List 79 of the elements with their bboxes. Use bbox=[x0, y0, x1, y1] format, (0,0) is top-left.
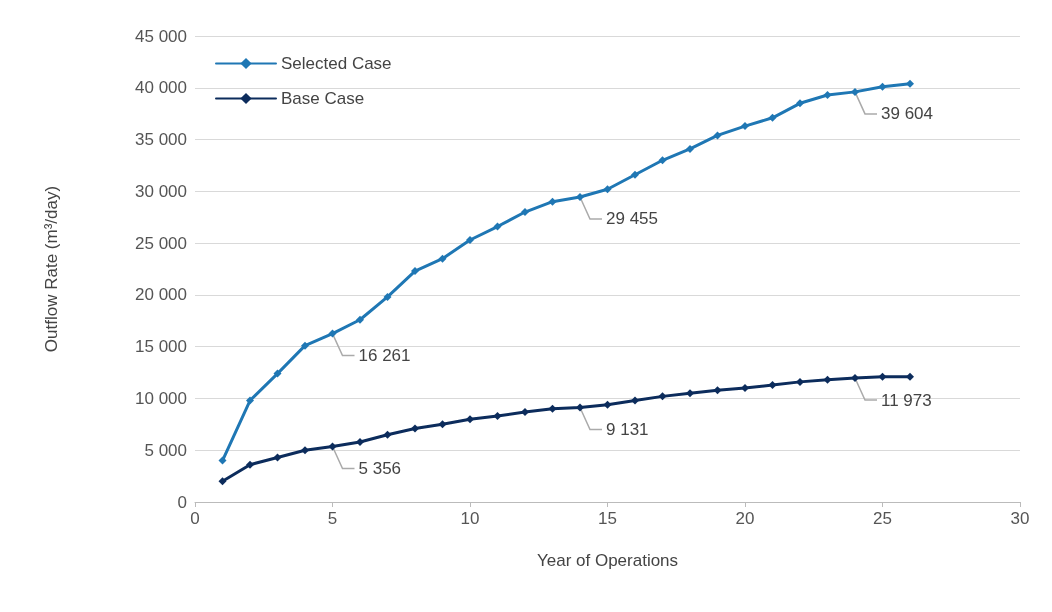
y-tick-label: 0 bbox=[177, 492, 187, 512]
point bbox=[383, 292, 392, 301]
point bbox=[521, 407, 529, 416]
point bbox=[576, 192, 584, 201]
point bbox=[411, 424, 419, 433]
point bbox=[603, 185, 612, 194]
point bbox=[356, 437, 364, 446]
point bbox=[548, 404, 557, 413]
point bbox=[906, 79, 914, 88]
y-tick-label: 20 000 bbox=[135, 285, 187, 305]
annotation: 9 131 bbox=[606, 419, 649, 439]
point bbox=[713, 131, 722, 140]
point bbox=[438, 420, 447, 429]
annotation: 5 356 bbox=[358, 459, 402, 479]
y-tick-label: 10 000 bbox=[135, 388, 187, 408]
point bbox=[246, 460, 254, 469]
point bbox=[273, 453, 282, 462]
y-tick-label: 15 000 bbox=[135, 337, 187, 357]
point bbox=[493, 412, 502, 421]
x-tick-label: 25 bbox=[873, 509, 892, 528]
x-tick-label: 20 bbox=[735, 509, 755, 528]
point bbox=[301, 341, 309, 350]
x-tick-label: 0 bbox=[190, 509, 200, 528]
x-tick-label: 30 bbox=[1010, 509, 1030, 528]
point bbox=[273, 369, 282, 378]
x-tick-label: 10 bbox=[460, 509, 480, 528]
y-tick-label: 5 000 bbox=[144, 440, 187, 460]
point bbox=[383, 430, 392, 439]
y-tick-label: 45 000 bbox=[135, 26, 187, 46]
annotation: 11 973 bbox=[881, 390, 932, 410]
annotation: 16 261 bbox=[358, 346, 411, 366]
point bbox=[631, 396, 639, 405]
point bbox=[218, 477, 227, 486]
point bbox=[878, 82, 887, 91]
point bbox=[658, 156, 667, 165]
point bbox=[576, 403, 584, 412]
legend-label: Selected Case bbox=[281, 54, 392, 73]
point bbox=[218, 456, 227, 465]
point bbox=[796, 377, 804, 386]
point bbox=[906, 372, 914, 381]
point bbox=[328, 442, 337, 451]
y-tick-label: 40 000 bbox=[135, 78, 187, 98]
point bbox=[823, 375, 832, 384]
point bbox=[796, 99, 804, 108]
point bbox=[741, 122, 749, 131]
point bbox=[713, 386, 722, 395]
annotation: 29 455 bbox=[606, 209, 658, 229]
y-tick-label: 30 000 bbox=[135, 181, 187, 201]
legend-label: Base Case bbox=[281, 89, 365, 108]
point bbox=[328, 329, 337, 338]
y-tick-label: 35 000 bbox=[135, 130, 187, 150]
point bbox=[631, 170, 639, 179]
point bbox=[851, 374, 859, 383]
point bbox=[411, 267, 419, 276]
x-axis-title: Year of Operations bbox=[536, 551, 679, 570]
point bbox=[466, 415, 474, 424]
point bbox=[521, 208, 529, 217]
point bbox=[493, 222, 502, 231]
point bbox=[548, 197, 557, 206]
x-tick-label: 15 bbox=[598, 509, 617, 528]
x-tick-label: 5 bbox=[327, 509, 338, 528]
point bbox=[438, 254, 447, 263]
point bbox=[356, 315, 364, 324]
point bbox=[823, 91, 832, 100]
point bbox=[851, 87, 859, 96]
point bbox=[686, 144, 694, 153]
point bbox=[768, 380, 777, 389]
point bbox=[741, 384, 749, 393]
point bbox=[768, 113, 777, 122]
point bbox=[686, 389, 694, 398]
y-tick-label: 25 000 bbox=[135, 233, 187, 253]
point bbox=[658, 392, 667, 401]
point bbox=[878, 372, 887, 381]
annotation: 39 604 bbox=[881, 104, 933, 124]
point bbox=[603, 400, 612, 409]
point bbox=[301, 446, 309, 455]
y-axis-title: Outflow Rate (m³/day) bbox=[42, 185, 61, 353]
point bbox=[466, 236, 474, 244]
point bbox=[246, 396, 254, 405]
